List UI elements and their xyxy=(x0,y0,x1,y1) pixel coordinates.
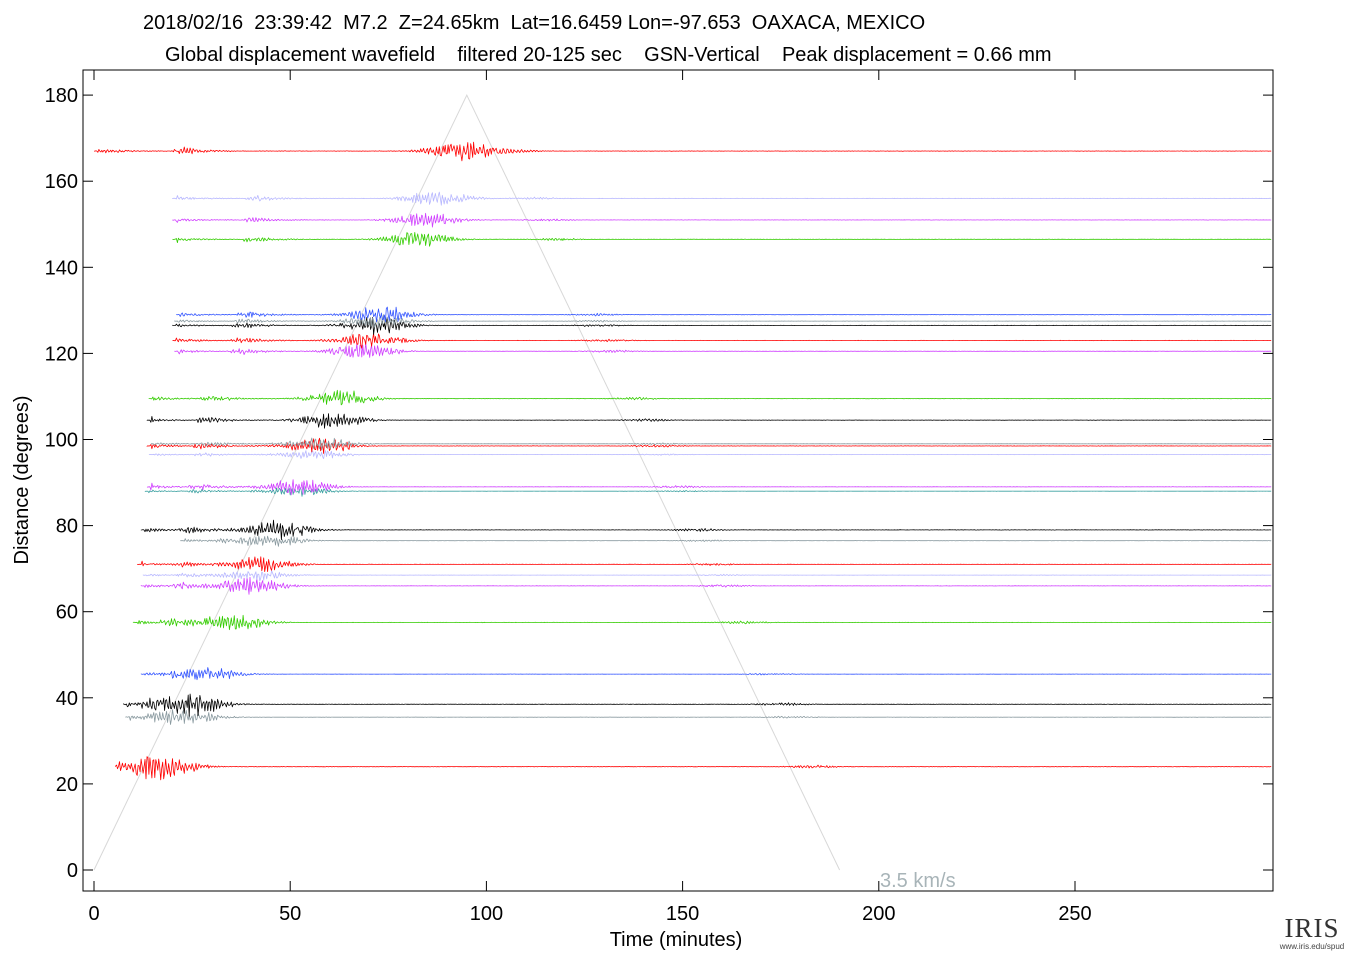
seismogram-trace xyxy=(172,333,1272,349)
seismogram-trace xyxy=(146,413,1272,429)
seismogram-trace xyxy=(123,693,1272,717)
x-tick-label: 0 xyxy=(88,903,99,925)
seismogram-trace xyxy=(148,450,1272,460)
velocity-annotation: 3.5 km/s xyxy=(880,870,956,892)
y-tick-label: 180 xyxy=(45,85,78,107)
seismogram-trace xyxy=(176,306,1272,323)
seismogram-trace xyxy=(140,667,1272,681)
seismogram-trace xyxy=(115,756,1272,781)
seismogram-trace xyxy=(144,486,1272,497)
y-tick-label: 0 xyxy=(67,860,78,882)
seismogram-trace xyxy=(150,437,1272,451)
chart-title-line2: Global displacement wavefield filtered 2… xyxy=(165,44,1052,66)
chart-title-line1: 2018/02/16 23:39:42 M7.2 Z=24.65km Lat=1… xyxy=(143,12,926,34)
x-tick-label: 250 xyxy=(1058,903,1091,925)
seismogram-trace xyxy=(172,232,1272,247)
seismogram-trace xyxy=(94,141,1272,162)
seismogram-trace xyxy=(146,437,1272,454)
seismogram-trace xyxy=(172,212,1272,228)
y-tick-label: 100 xyxy=(45,430,78,452)
x-tick-label: 50 xyxy=(279,903,301,925)
seismogram-trace xyxy=(125,709,1272,725)
seismogram-trace xyxy=(148,389,1272,406)
seismogram-trace xyxy=(174,342,1272,358)
seismogram-trace xyxy=(172,317,1272,335)
seismogram-trace xyxy=(146,479,1272,496)
seismogram-trace xyxy=(174,314,1272,328)
iris-logo: IRIS www.iris.edu/spud xyxy=(1272,914,1352,951)
y-tick-label: 60 xyxy=(56,602,78,624)
axis-layer: 0 50 100 150 200 250 0 20 40 60 80 100 120 140 160 180 xyxy=(45,70,1273,925)
y-tick-label: 140 xyxy=(45,257,78,279)
seismogram-trace xyxy=(172,191,1272,206)
x-axis-label: Time (minutes) xyxy=(610,929,743,951)
seismogram-trace xyxy=(132,614,1272,631)
plot-frame xyxy=(82,69,1274,892)
seismogram-trace xyxy=(142,570,1272,582)
reference-line-layer xyxy=(93,93,841,871)
reference-velocity-line xyxy=(93,93,841,871)
seismogram-trace xyxy=(137,556,1272,572)
seismogram-trace xyxy=(180,535,1272,547)
y-tick-label: 160 xyxy=(45,171,78,193)
y-tick-label: 40 xyxy=(56,688,78,710)
x-tick-label: 150 xyxy=(666,903,699,925)
y-tick-label: 80 xyxy=(56,516,78,538)
x-tick-label: 200 xyxy=(862,903,895,925)
y-axis-label: Distance (degrees) xyxy=(11,396,33,565)
seismogram-trace xyxy=(140,576,1272,595)
seismogram-trace xyxy=(140,519,1272,541)
x-tick-label: 100 xyxy=(470,903,503,925)
iris-logo-text: IRIS xyxy=(1284,913,1340,943)
y-tick-label: 120 xyxy=(45,343,78,365)
y-tick-label: 20 xyxy=(56,774,78,796)
iris-url: www.iris.edu/spud xyxy=(1279,942,1345,951)
trace-layer xyxy=(94,141,1272,781)
